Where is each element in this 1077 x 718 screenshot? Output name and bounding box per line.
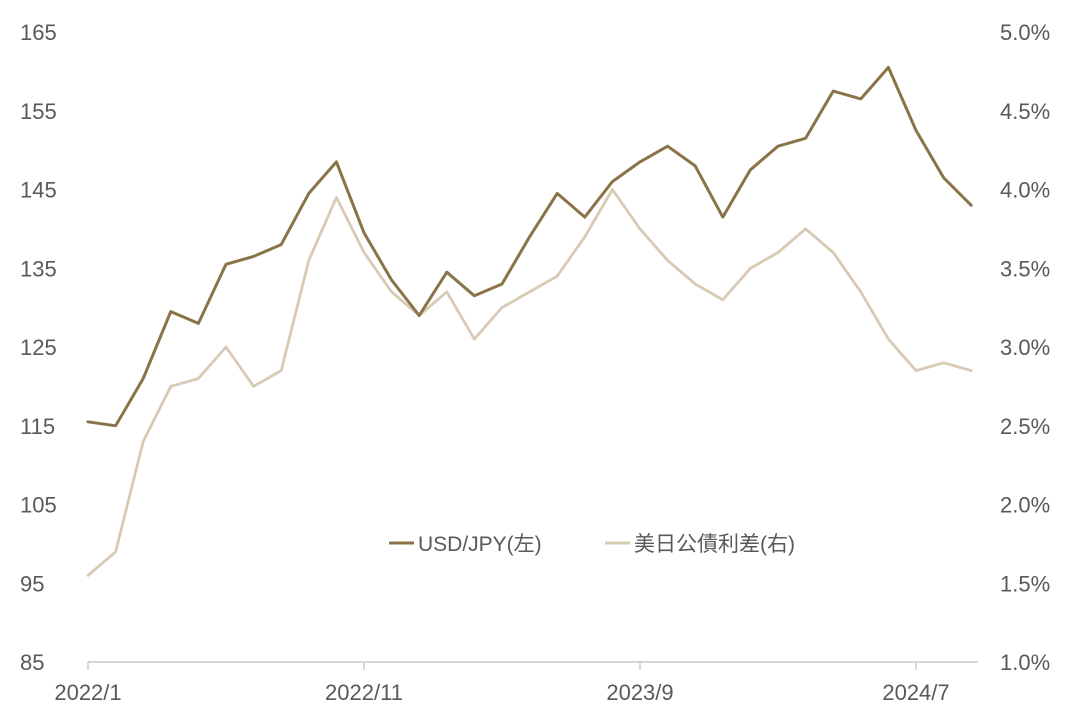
data-point-usdjpy — [556, 192, 559, 195]
data-point-spread — [859, 290, 862, 294]
data-point-spread — [832, 251, 835, 254]
right-tick-label: 4.5% — [1000, 99, 1050, 124]
data-point-usdjpy — [418, 314, 421, 317]
data-point-usdjpy — [914, 129, 918, 132]
x-tick-label: 2022/11 — [325, 680, 403, 705]
data-point-spread — [666, 259, 669, 262]
data-point-usdjpy — [638, 160, 642, 164]
data-point-usdjpy — [942, 176, 945, 179]
data-point-spread — [280, 369, 283, 372]
right-tick-label: 3.0% — [1000, 335, 1050, 360]
data-point-usdjpy — [970, 204, 973, 207]
data-point-spread — [583, 235, 586, 238]
data-point-usdjpy — [694, 164, 697, 168]
data-point-spread — [500, 306, 504, 309]
data-point-usdjpy — [749, 168, 752, 171]
data-point-usdjpy — [859, 97, 862, 101]
data-point-usdjpy — [86, 420, 90, 423]
data-point-usdjpy — [473, 294, 476, 297]
data-point-spread — [804, 227, 807, 231]
left-tick-label: 115 — [20, 414, 55, 439]
right-axis-ticks: 5.0% 4.5% 4.0% 3.5% 3.0% 2.5% 2.0% 1.5% 1.0% — [1000, 20, 1050, 675]
right-tick-label: 3.5% — [1000, 256, 1050, 281]
left-tick-label: 145 — [20, 178, 57, 203]
data-point-spread — [252, 385, 255, 388]
x-axis-ticks: 2022/1 2022/11 2023/9 2024/7 — [54, 662, 950, 705]
data-point-spread — [335, 196, 338, 199]
legend: USD/JPY(左) 美日公債利差(右) — [389, 533, 795, 556]
x-tick-label: 2022/1 — [54, 680, 121, 705]
data-point-spread — [914, 369, 918, 372]
data-point-spread — [970, 369, 973, 372]
data-point-usdjpy — [776, 145, 780, 148]
data-point-usdjpy — [362, 231, 366, 234]
data-point-spread — [142, 440, 145, 443]
data-point-spread — [749, 267, 752, 270]
legend-item-usdjpy: USD/JPY(左) — [389, 533, 542, 556]
data-point-usdjpy — [390, 278, 393, 282]
data-point-spread — [611, 188, 614, 191]
data-point-spread — [694, 282, 697, 286]
data-point-spread — [169, 385, 172, 388]
data-point-usdjpy — [721, 215, 724, 219]
data-point-spread — [776, 251, 780, 254]
series-line-usdjpy — [86, 65, 973, 428]
left-tick-label: 105 — [20, 493, 57, 518]
left-axis-ticks: 165 155 145 135 125 115 105 95 85 — [20, 20, 57, 675]
data-point-spread — [197, 377, 200, 380]
data-point-usdjpy — [335, 160, 338, 164]
data-point-usdjpy — [583, 215, 586, 219]
data-point-spread — [638, 227, 642, 231]
data-point-usdjpy — [252, 255, 255, 258]
right-tick-label: 1.5% — [1000, 571, 1050, 596]
data-point-spread — [362, 251, 366, 254]
data-point-usdjpy — [142, 377, 145, 380]
data-point-usdjpy — [832, 89, 835, 93]
data-point-spread — [721, 298, 724, 301]
data-point-spread — [887, 337, 890, 341]
right-tick-label: 2.0% — [1000, 493, 1050, 518]
data-point-usdjpy — [169, 310, 172, 313]
data-point-usdjpy — [445, 271, 448, 274]
left-tick-label: 125 — [20, 335, 57, 360]
data-point-usdjpy — [197, 322, 200, 325]
data-point-spread — [114, 550, 117, 553]
data-point-usdjpy — [528, 235, 531, 238]
data-point-usdjpy — [280, 243, 283, 246]
x-tick-label: 2023/9 — [606, 680, 673, 705]
data-point-usdjpy — [500, 282, 504, 286]
legend-label-usdjpy: USD/JPY(左) — [418, 533, 542, 556]
data-point-usdjpy — [114, 424, 117, 427]
data-point-spread — [86, 574, 90, 577]
left-tick-label: 165 — [20, 20, 57, 45]
x-tick-label: 2024/7 — [882, 680, 949, 705]
right-tick-label: 1.0% — [1000, 650, 1050, 675]
data-point-spread — [445, 290, 448, 294]
data-point-usdjpy — [666, 145, 669, 148]
data-point-spread — [556, 274, 559, 278]
right-tick-label: 5.0% — [1000, 20, 1050, 45]
data-point-spread — [390, 290, 393, 294]
legend-item-spread: 美日公債利差(右) — [605, 533, 795, 556]
data-point-usdjpy — [887, 66, 890, 69]
data-point-spread — [473, 337, 476, 341]
data-point-spread — [528, 290, 531, 294]
data-point-spread — [307, 259, 310, 262]
left-tick-label: 155 — [20, 99, 57, 124]
right-tick-label: 2.5% — [1000, 414, 1050, 439]
left-tick-label: 85 — [20, 650, 44, 675]
data-point-usdjpy — [307, 192, 310, 195]
right-tick-label: 4.0% — [1000, 178, 1050, 203]
legend-label-spread: 美日公債利差(右) — [634, 533, 795, 556]
data-point-usdjpy — [611, 180, 614, 183]
left-tick-label: 135 — [20, 256, 57, 281]
data-point-usdjpy — [804, 137, 807, 140]
data-point-usdjpy — [224, 263, 228, 266]
data-point-spread — [942, 361, 945, 364]
series-line-spread — [86, 188, 973, 577]
series-layer — [86, 65, 973, 577]
data-point-spread — [224, 345, 228, 349]
left-tick-label: 95 — [20, 571, 44, 596]
